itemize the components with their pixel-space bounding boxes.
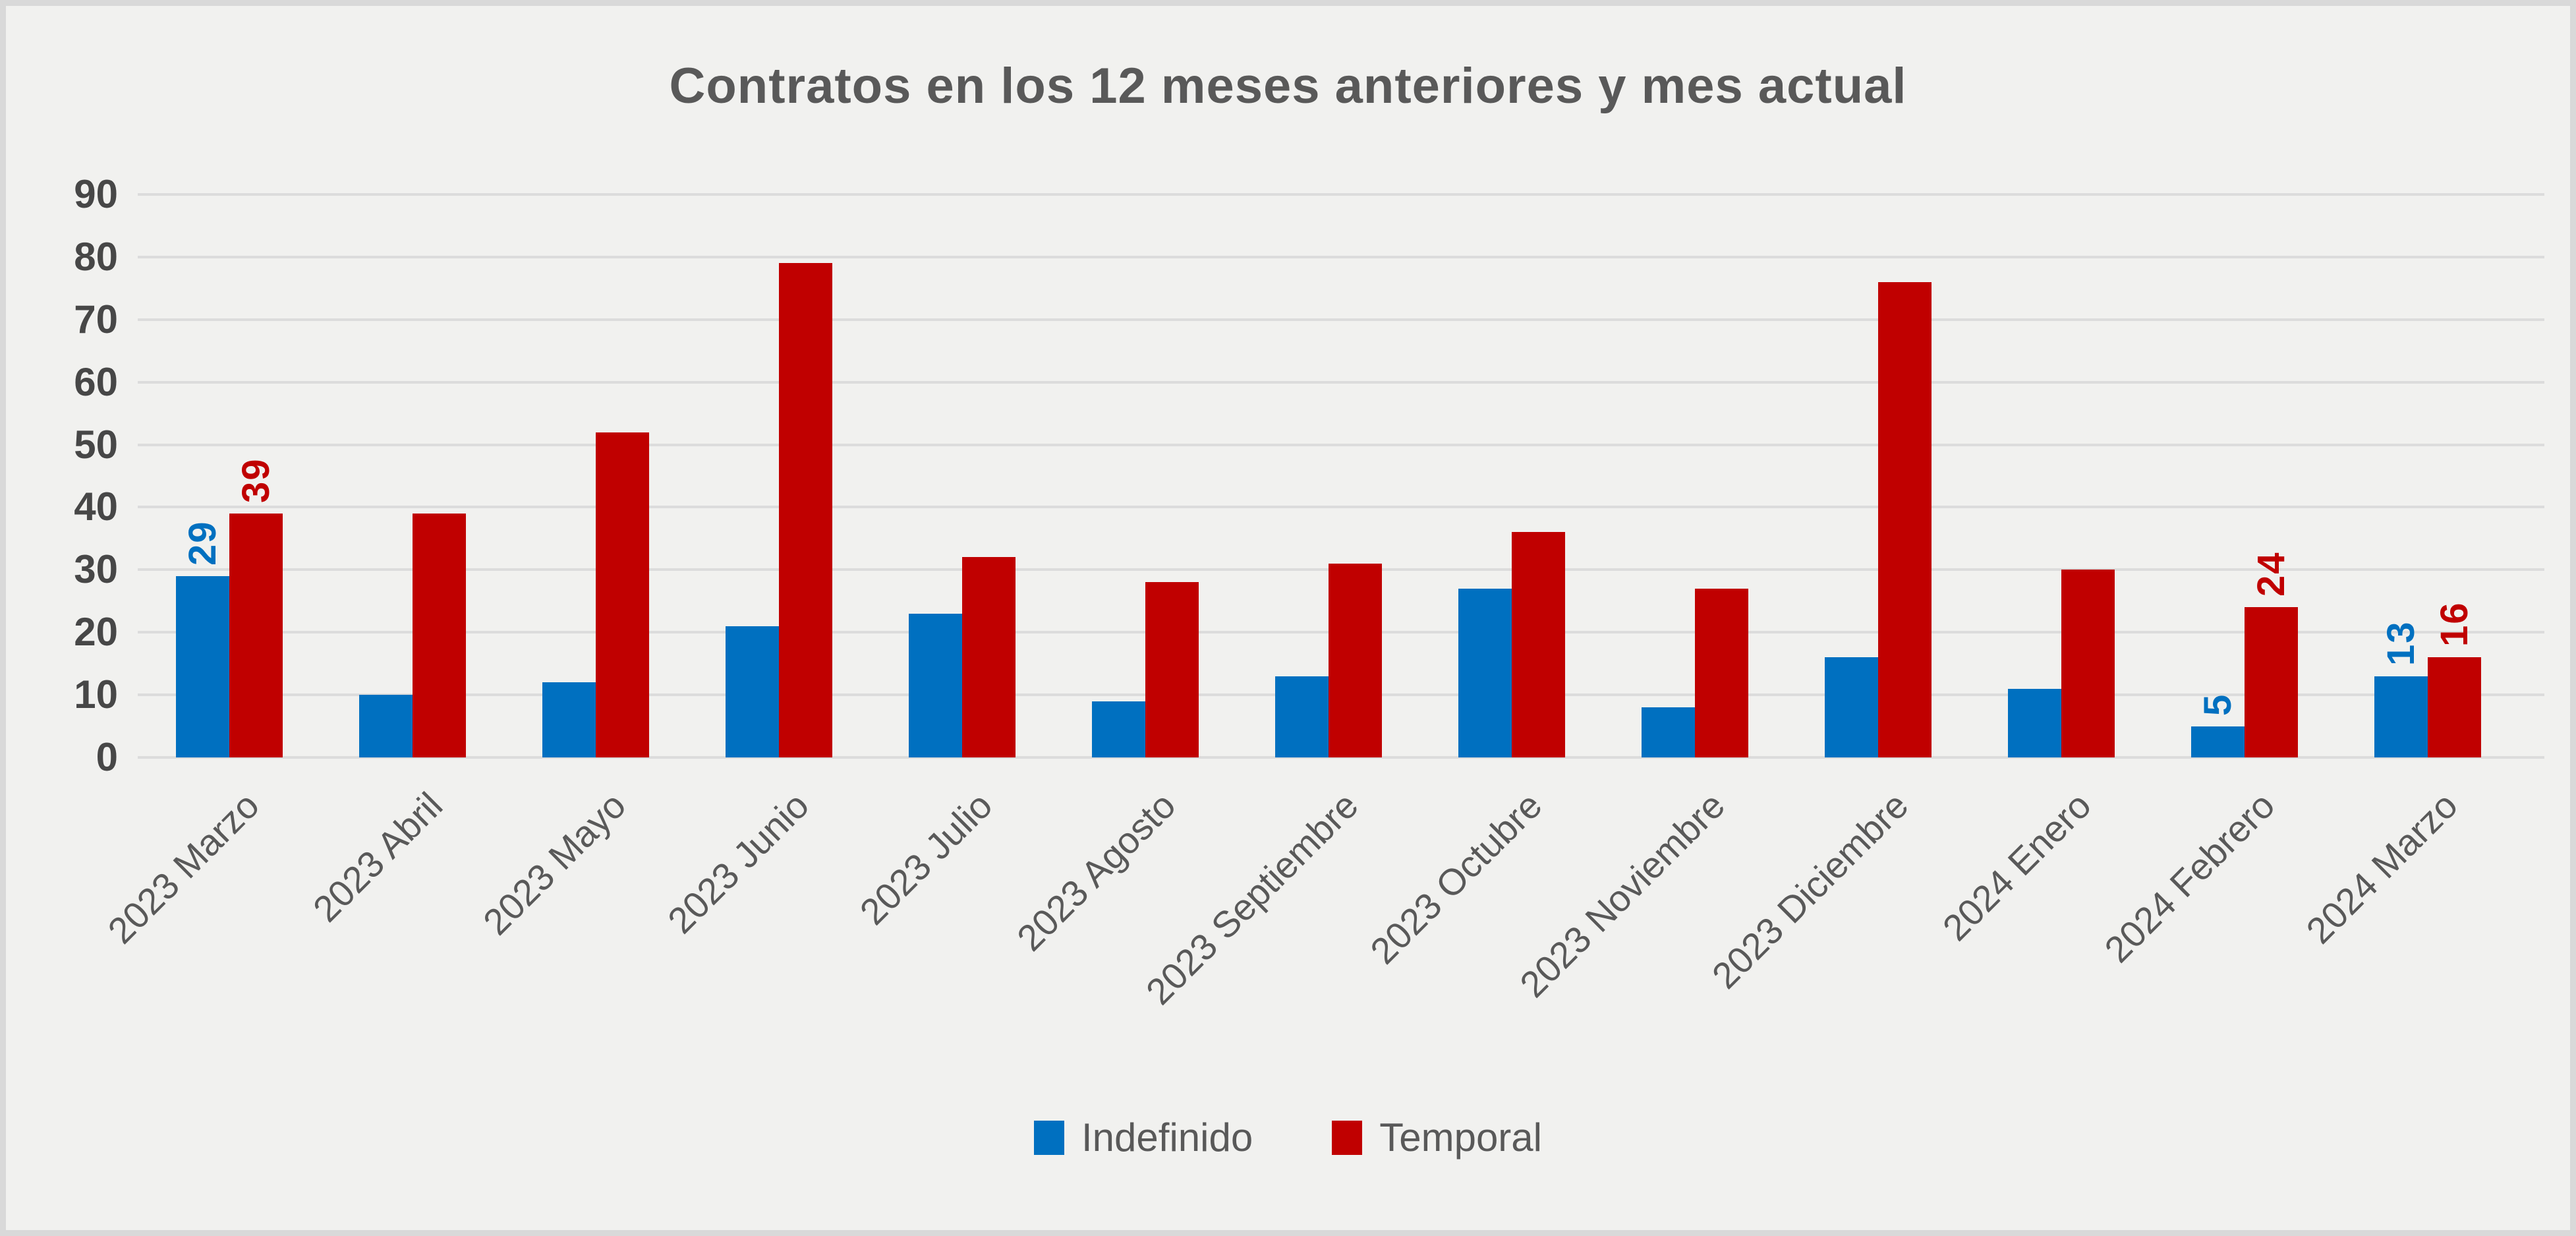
bar-temporal-0 [229, 513, 283, 757]
x-tick-label-3: 2023 Junio [659, 784, 817, 942]
gridline-70 [138, 318, 2544, 321]
bar-temporal-6 [1329, 563, 1382, 757]
bar-temporal-2 [596, 432, 649, 757]
x-tick-label-0: 2023 Marzo [100, 784, 268, 952]
data-label-indefinido-0: 29 [181, 520, 224, 566]
bar-indefinido-4 [909, 613, 962, 757]
y-tick-label-10: 10 [74, 672, 118, 717]
x-tick-label-9: 2023 Diciembre [1703, 784, 1916, 997]
bar-temporal-4 [962, 557, 1016, 757]
legend-swatch-temporal [1332, 1120, 1363, 1155]
y-tick-label-30: 30 [74, 547, 118, 592]
data-label-temporal-11: 24 [2249, 551, 2293, 597]
bar-indefinido-5 [1092, 701, 1145, 757]
bar-indefinido-0 [176, 575, 229, 757]
gridline-80 [138, 255, 2544, 258]
y-tick-label-70: 70 [74, 297, 118, 341]
bar-indefinido-10 [2008, 688, 2061, 757]
x-tick-label-2: 2023 Mayo [474, 784, 634, 943]
bar-indefinido-12 [2374, 676, 2428, 757]
bar-temporal-11 [2245, 607, 2298, 757]
gridline-0 [138, 756, 2544, 759]
data-label-indefinido-12: 13 [2379, 620, 2422, 666]
legend: Indefinido Temporal [6, 1115, 2570, 1160]
bar-indefinido-9 [1825, 657, 1878, 757]
legend-item-indefinido: Indefinido [1034, 1115, 1253, 1160]
y-tick-label-20: 20 [74, 610, 118, 655]
y-tick-label-40: 40 [74, 485, 118, 529]
x-tick-label-10: 2024 Enero [1934, 784, 2100, 949]
y-tick-label-0: 0 [96, 735, 118, 779]
y-tick-label-90: 90 [74, 172, 118, 216]
x-tick-label-7: 2023 Octubre [1361, 784, 1550, 972]
y-tick-label-50: 50 [74, 422, 118, 467]
bar-indefinido-7 [1458, 588, 1512, 757]
bar-temporal-10 [2061, 570, 2115, 757]
x-tick-label-11: 2024 Febrero [2096, 784, 2283, 970]
bar-indefinido-1 [359, 695, 413, 757]
bar-temporal-3 [779, 263, 832, 757]
legend-swatch-indefinido [1034, 1120, 1064, 1155]
bar-indefinido-3 [726, 626, 779, 757]
bar-temporal-12 [2428, 657, 2481, 757]
gridline-60 [138, 380, 2544, 384]
bar-indefinido-8 [1642, 707, 1695, 757]
bar-temporal-8 [1695, 588, 1748, 757]
gridline-90 [138, 193, 2544, 196]
legend-label-indefinido: Indefinido [1081, 1115, 1253, 1160]
y-tick-label-60: 60 [74, 359, 118, 404]
chart-title: Contratos en los 12 meses anteriores y m… [669, 58, 1907, 114]
x-tick-label-5: 2023 Agosto [1008, 784, 1184, 959]
bar-indefinido-2 [542, 682, 596, 757]
legend-item-temporal: Temporal [1332, 1115, 1542, 1160]
x-tick-label-1: 2023 Abril [304, 784, 451, 930]
legend-label-temporal: Temporal [1379, 1115, 1542, 1160]
gridline-40 [138, 506, 2544, 509]
x-tick-label-4: 2023 Julio [851, 784, 1000, 933]
bar-temporal-1 [413, 513, 466, 757]
data-label-temporal-12: 16 [2432, 601, 2476, 647]
data-label-indefinido-11: 5 [2196, 693, 2239, 716]
data-label-temporal-0: 39 [234, 457, 277, 503]
bar-temporal-9 [1878, 281, 1932, 757]
y-tick-label-80: 80 [74, 234, 118, 279]
gridline-50 [138, 443, 2544, 446]
bar-indefinido-6 [1275, 676, 1329, 757]
bar-temporal-7 [1512, 532, 1565, 757]
bar-indefinido-11 [2191, 726, 2245, 757]
x-tick-label-12: 2024 Marzo [2298, 784, 2466, 952]
bar-temporal-5 [1145, 582, 1199, 757]
